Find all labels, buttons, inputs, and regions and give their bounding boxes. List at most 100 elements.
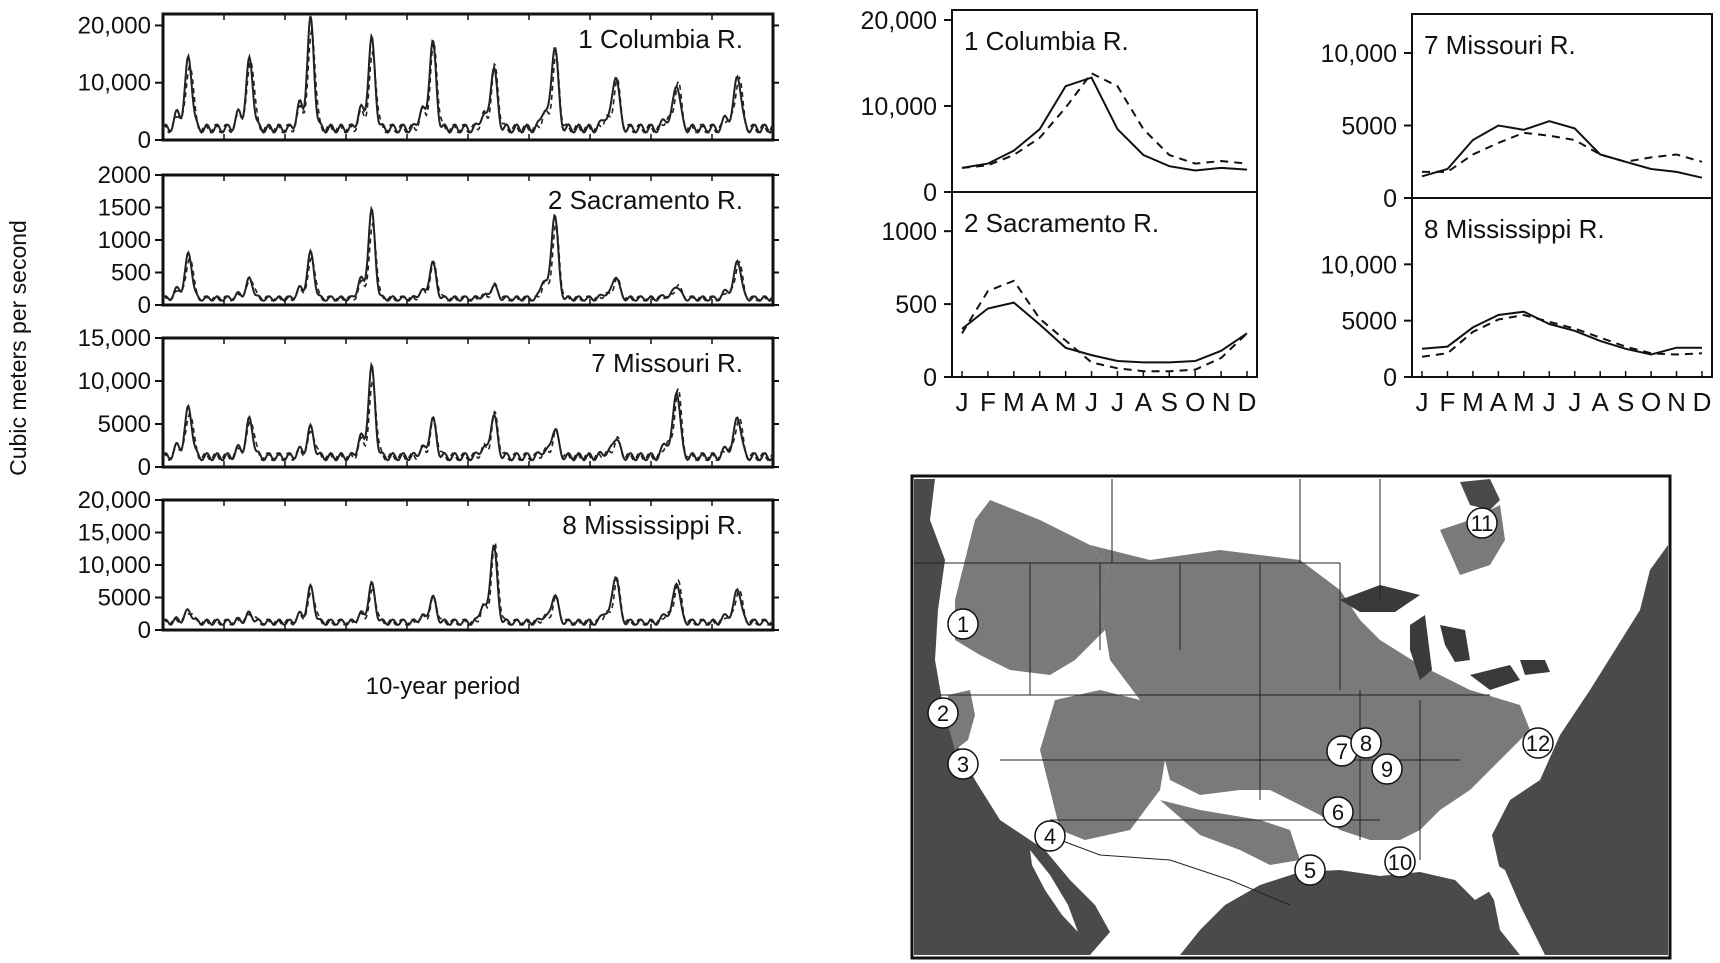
map-label-8: 8 [1350, 727, 1382, 759]
decadal-panels: 0 10,000 20,000 1 Columbia R. 0 500 1000 1500 20… [78, 12, 779, 644]
seasonal-ytick-label-8-mississippi-r: 10,000 [1321, 251, 1397, 279]
month-label-8-mississippi-r: O [1641, 387, 1661, 417]
gulf-of-mexico [1180, 870, 1520, 955]
map-label-text: 2 [937, 701, 949, 726]
month-label-8-mississippi-r: F [1440, 387, 1456, 417]
decadal-ytick-label-8-mississippi-r: 15,000 [78, 520, 151, 547]
great-lakes [1340, 585, 1550, 690]
month-label-2-sacramento-r: O [1185, 387, 1205, 417]
columbia-basin [955, 500, 1110, 675]
month-label-8-mississippi-r: M [1462, 387, 1484, 417]
seasonal-series-dashed-7-missouri-r [1422, 131, 1703, 173]
decadal-series-dashed-7-missouri-r [162, 378, 774, 462]
decadal-panel-8-mississippi-r: 0 5000 10,000 15,000 20,000 8 Mississippi R. [78, 487, 779, 644]
decadal-series-solid-2-sacramento-r [162, 205, 774, 302]
james-bay [1460, 479, 1500, 510]
decadal-ytick-label-7-missouri-r: 10,000 [78, 368, 151, 395]
decadal-ytick-label-1-columbia-r: 0 [138, 127, 151, 154]
seasonal-title-8-mississippi-r: 8 Mississippi R. [1424, 214, 1605, 244]
seasonal-panel-1-columbia-r: 0 10,000 20,000 1 Columbia R. [861, 7, 1258, 207]
florida [1462, 856, 1528, 940]
baja-peninsula [1030, 850, 1078, 932]
seasonal-ytick-label-2-sacramento-r: 1000 [881, 218, 937, 246]
decadal-series-solid-1-columbia-r [162, 15, 774, 134]
month-label-8-mississippi-r: D [1693, 387, 1712, 417]
decadal-ytick-label-1-columbia-r: 20,000 [78, 12, 151, 39]
map-label-text: 7 [1336, 739, 1348, 764]
seasonal-series-solid-2-sacramento-r [961, 301, 1248, 364]
map-label-4: 4 [1034, 820, 1066, 852]
decadal-ytick-label-2-sacramento-r: 1000 [98, 227, 151, 254]
month-label-8-mississippi-r: A [1592, 387, 1610, 417]
decadal-series-dashed-8-mississippi-r [162, 540, 774, 626]
map-label-10: 10 [1384, 846, 1416, 878]
map-label-circle [947, 748, 979, 780]
map-label-11: 11 [1466, 507, 1498, 539]
map-label-text: 6 [1332, 800, 1344, 825]
decadal-ytick-label-8-mississippi-r: 0 [138, 617, 151, 644]
seasonal-panel-7-missouri-r: 0 5000 10,000 7 Missouri R. [1321, 13, 1713, 213]
seasonal-ytick-label-1-columbia-r: 0 [923, 179, 937, 207]
map-label-circle [1466, 507, 1498, 539]
month-label-8-mississippi-r: J [1568, 387, 1581, 417]
seasonal-panels: 0 10,000 20,000 1 Columbia R. 0 500 1000 2 Sacr… [861, 7, 1713, 417]
map-label-text: 5 [1304, 858, 1316, 883]
decadal-series-solid-8-mississippi-r [162, 544, 774, 627]
seasonal-ytick-label-7-missouri-r: 5000 [1341, 113, 1397, 141]
decadal-panel-2-sacramento-r: 0 500 1000 1500 2000 2 Sacramento R. [98, 162, 779, 319]
map-label-3: 3 [947, 748, 979, 780]
decadal-ytick-label-8-mississippi-r: 10,000 [78, 552, 151, 579]
map-label-circle [1034, 820, 1066, 852]
map-label-2: 2 [927, 697, 959, 729]
map-label-text: 1 [957, 612, 969, 637]
decadal-title-8-mississippi-r: 8 Mississippi R. [562, 510, 743, 540]
map-label-text: 4 [1044, 824, 1056, 849]
decadal-title-1-columbia-r: 1 Columbia R. [578, 24, 743, 54]
seasonal-ytick-label-7-missouri-r: 10,000 [1321, 40, 1397, 68]
seasonal-ytick-label-1-columbia-r: 20,000 [861, 7, 937, 35]
decadal-ytick-label-2-sacramento-r: 2000 [98, 162, 151, 189]
decadal-ytick-label-8-mississippi-r: 5000 [98, 585, 151, 612]
month-label-8-mississippi-r: N [1667, 387, 1686, 417]
y-axis-label: Cubic meters per second [5, 220, 31, 476]
map-label-1: 1 [947, 608, 979, 640]
month-label-2-sacramento-r: M [1055, 387, 1077, 417]
political-boundaries [914, 479, 1490, 906]
map-label-circle [1322, 796, 1354, 828]
decadal-ytick-label-8-mississippi-r: 20,000 [78, 487, 151, 514]
decadal-title-2-sacramento-r: 2 Sacramento R. [548, 185, 743, 215]
seasonal-series-solid-1-columbia-r [961, 76, 1248, 172]
month-label-2-sacramento-r: S [1161, 387, 1178, 417]
decadal-series-dashed-1-columbia-r [162, 28, 774, 134]
map-label-circle [927, 697, 959, 729]
seasonal-ytick-label-8-mississippi-r: 5000 [1341, 308, 1397, 336]
decadal-ytick-label-2-sacramento-r: 500 [111, 260, 151, 287]
decadal-series-solid-7-missouri-r [162, 361, 774, 462]
map-label-circle [1350, 727, 1382, 759]
month-label-2-sacramento-r: A [1031, 387, 1049, 417]
seasonal-series-dashed-2-sacramento-r [961, 279, 1248, 373]
seasonal-ytick-label-2-sacramento-r: 500 [895, 291, 937, 319]
decadal-title-7-missouri-r: 7 Missouri R. [591, 348, 743, 378]
seasonal-series-solid-8-mississippi-r [1421, 310, 1702, 356]
decadal-ytick-label-2-sacramento-r: 0 [138, 292, 151, 319]
pacific-ocean [914, 479, 1110, 955]
map-label-circle [1522, 727, 1554, 759]
month-label-2-sacramento-r: D [1238, 387, 1257, 417]
seasonal-frame-8-mississippi-r [1411, 197, 1713, 378]
map-label-circle [1294, 854, 1326, 886]
atlantic-ocean [1492, 545, 1668, 955]
month-label-2-sacramento-r: A [1135, 387, 1153, 417]
map-label-circle [947, 608, 979, 640]
month-label-8-mississippi-r: J [1543, 387, 1556, 417]
month-label-8-mississippi-r: A [1490, 387, 1508, 417]
decadal-ytick-label-7-missouri-r: 15,000 [78, 325, 151, 352]
decadal-panel-7-missouri-r: 0 5000 10,000 15,000 7 Missouri R. [78, 325, 779, 481]
decadal-panel-1-columbia-r: 0 10,000 20,000 1 Columbia R. [78, 12, 779, 154]
map-label-6: 6 [1322, 796, 1354, 828]
map-label-text: 8 [1360, 731, 1372, 756]
